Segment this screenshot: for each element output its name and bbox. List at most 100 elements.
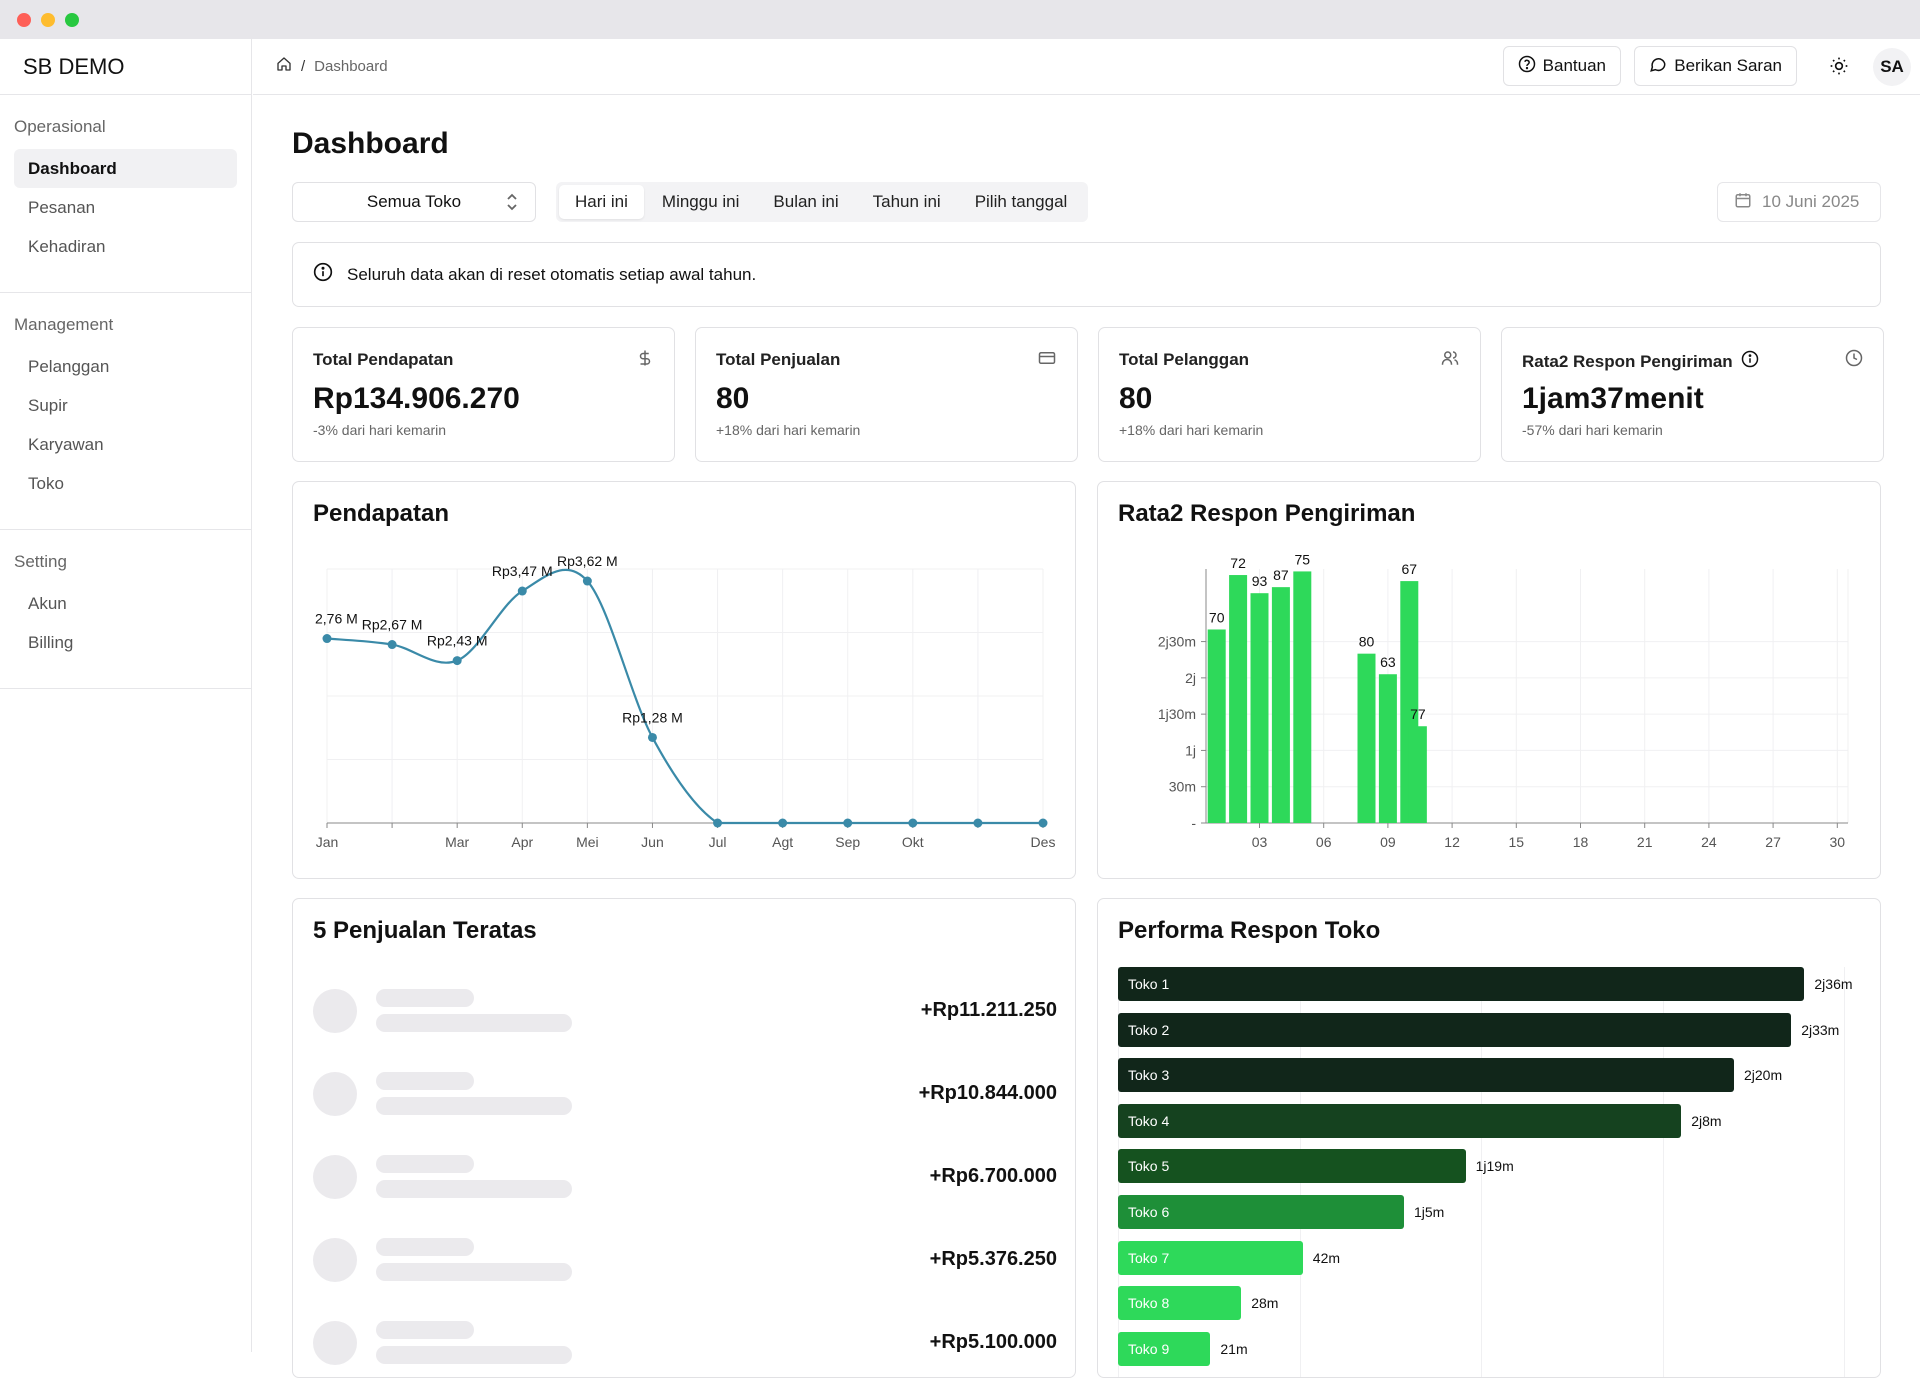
bar-value-label: 2j36m: [1814, 976, 1853, 992]
bar[interactable]: [1229, 575, 1248, 823]
data-label: 2,76 M: [315, 611, 358, 627]
y-tick-label: 2j: [1185, 670, 1196, 686]
brand-logo[interactable]: SB DEMO: [0, 39, 251, 95]
info-icon: [313, 262, 333, 287]
store-select-value: Semua Toko: [366, 192, 462, 211]
data-point[interactable]: [582, 576, 592, 586]
y-tick-label: 30m: [1169, 779, 1196, 795]
data-point[interactable]: [647, 732, 657, 742]
sidebar-section: Operasional Dashboard Pesanan Kehadiran: [0, 95, 251, 293]
data-point[interactable]: [452, 656, 462, 666]
bar-category-label: Toko 6: [1128, 1204, 1170, 1220]
email-placeholder: [376, 1180, 572, 1198]
sale-amount: +Rp6.700.000: [929, 1165, 1057, 1187]
bar[interactable]: [1118, 1240, 1303, 1275]
bar[interactable]: [1408, 726, 1427, 823]
list-item[interactable]: +Rp11.211.250: [293, 981, 1077, 1041]
data-point[interactable]: [1038, 818, 1048, 828]
data-point[interactable]: [843, 818, 853, 828]
close-window-button[interactable]: [17, 13, 31, 27]
help-button[interactable]: Bantuan: [1502, 46, 1621, 86]
email-placeholder: [376, 1346, 572, 1364]
data-point[interactable]: [322, 634, 332, 644]
info-icon[interactable]: [1741, 350, 1759, 373]
bar[interactable]: [1207, 629, 1226, 823]
main-content: Dashboard Semua Toko Hari ini Minggu ini B…: [253, 95, 1920, 1378]
sidebar-item-kehadiran[interactable]: Kehadiran: [28, 236, 106, 256]
store-select[interactable]: Semua Toko: [292, 182, 536, 222]
data-point[interactable]: [778, 818, 788, 828]
sidebar-item-pelanggan[interactable]: Pelanggan: [28, 356, 110, 376]
avatar-placeholder: [313, 1321, 357, 1365]
bar-value-label: 2j8m: [1691, 1112, 1722, 1129]
data-point[interactable]: [908, 818, 918, 828]
sidebar-item-dashboard[interactable]: Dashboard: [14, 149, 237, 188]
x-tick-label: 03: [1252, 834, 1268, 850]
tab-pilih-tanggal[interactable]: Pilih tanggal: [974, 192, 1068, 211]
alert-text: Seluruh data akan di reset otomatis seti…: [347, 264, 757, 284]
name-placeholder: [376, 1238, 474, 1256]
sidebar-item-karyawan[interactable]: Karyawan: [28, 434, 104, 454]
theme-toggle-sun-icon[interactable]: [1829, 56, 1849, 81]
bar[interactable]: [1378, 674, 1397, 823]
maximize-window-button[interactable]: [65, 13, 79, 27]
minimize-window-button[interactable]: [41, 13, 55, 27]
x-tick-label: 15: [1509, 834, 1525, 850]
bar[interactable]: [1118, 967, 1805, 1001]
message-icon: [1649, 55, 1667, 78]
data-point[interactable]: [387, 640, 397, 650]
data-point[interactable]: [713, 818, 723, 828]
bar[interactable]: [1250, 593, 1269, 823]
data-label: Rp2,43 M: [427, 633, 488, 649]
sidebar-item-supir[interactable]: Supir: [28, 395, 68, 415]
sidebar-item-billing[interactable]: Billing: [28, 632, 74, 652]
bar-label: 67: [1402, 561, 1418, 577]
sidebar-item-akun[interactable]: Akun: [28, 593, 67, 613]
bar-value-label: 42m: [1312, 1249, 1341, 1266]
bar-value-label: 28m: [1251, 1295, 1279, 1312]
bar[interactable]: [1118, 1286, 1242, 1321]
window-titlebar: [0, 0, 1920, 39]
list-item[interactable]: +Rp5.100.000: [293, 1313, 1077, 1373]
bar[interactable]: [1118, 1195, 1404, 1229]
email-placeholder: [376, 1097, 572, 1115]
kpi-label-text: Total Pelanggan: [1119, 350, 1250, 369]
list-item[interactable]: +Rp10.844.000: [293, 1064, 1077, 1124]
feedback-button[interactable]: Berikan Saran: [1634, 46, 1797, 86]
bar[interactable]: [1357, 653, 1376, 823]
x-tick-label: Jul: [709, 834, 727, 850]
tab-bulan-ini[interactable]: Bulan ini: [773, 192, 839, 211]
kpi-change: -3% dari hari kemarin: [313, 422, 447, 438]
store-performance-title: Performa Respon Toko: [1118, 917, 1381, 944]
tab-hari-ini[interactable]: Hari ini: [559, 185, 644, 219]
x-tick-label: 27: [1765, 834, 1781, 850]
kpi-card: Rata2 Respon Pengiriman 1jam37menit -57% d…: [1501, 327, 1884, 462]
tab-minggu-ini[interactable]: Minggu ini: [661, 192, 740, 211]
data-point[interactable]: [517, 586, 527, 596]
home-icon[interactable]: [276, 56, 292, 76]
sidebar-section-title: Setting: [14, 552, 67, 571]
sale-amount: +Rp10.844.000: [918, 1082, 1057, 1104]
bar[interactable]: [1118, 1058, 1734, 1093]
list-item[interactable]: +Rp5.376.250: [293, 1230, 1077, 1290]
list-item[interactable]: +Rp6.700.000: [293, 1147, 1077, 1207]
help-circle-icon: [1518, 55, 1536, 78]
breadcrumb-separator: /: [301, 57, 306, 75]
bar[interactable]: [1271, 587, 1290, 823]
bar[interactable]: [1118, 1103, 1682, 1138]
avatar[interactable]: SA: [1873, 48, 1911, 86]
bar[interactable]: [1293, 571, 1312, 823]
tab-tahun-ini[interactable]: Tahun ini: [872, 192, 941, 211]
sidebar-item-toko[interactable]: Toko: [28, 473, 64, 493]
avatar-placeholder: [313, 989, 357, 1033]
date-picker[interactable]: 10 Juni 2025: [1717, 182, 1881, 222]
data-point[interactable]: [973, 818, 983, 828]
bar-category-label: Toko 3: [1128, 1067, 1170, 1084]
bar[interactable]: [1118, 1012, 1792, 1047]
bar[interactable]: [1118, 1149, 1466, 1184]
x-tick-label: 12: [1444, 834, 1460, 850]
sidebar-item-pesanan[interactable]: Pesanan: [28, 197, 96, 217]
name-placeholder: [376, 1072, 474, 1090]
topbar: / Dashboard Bantuan Berikan Saran SA: [253, 39, 1920, 95]
